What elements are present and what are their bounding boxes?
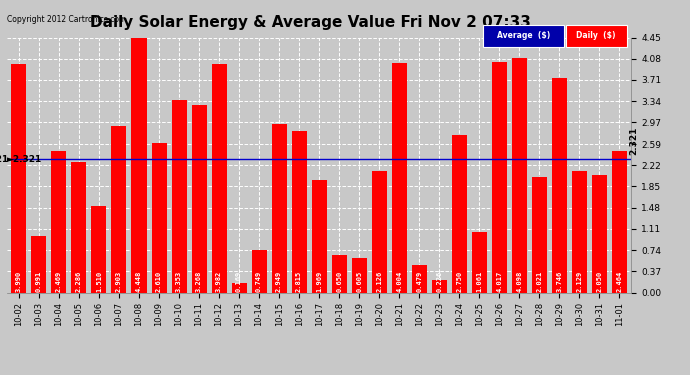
Bar — [112, 126, 126, 292]
Text: 2.021: 2.021 — [536, 271, 542, 292]
Text: 3.746: 3.746 — [556, 271, 562, 292]
Bar — [372, 171, 386, 292]
Text: 0.169: 0.169 — [236, 271, 242, 292]
Bar — [92, 206, 106, 292]
Text: 0.479: 0.479 — [416, 271, 422, 292]
Text: 3.990: 3.990 — [16, 271, 22, 292]
Text: 3.268: 3.268 — [196, 271, 202, 292]
Bar — [492, 62, 506, 292]
Text: 4.004: 4.004 — [396, 271, 402, 292]
Text: 0.991: 0.991 — [36, 271, 42, 292]
Bar — [352, 258, 366, 292]
Bar — [172, 100, 186, 292]
Bar — [272, 123, 286, 292]
Text: 1.061: 1.061 — [476, 271, 482, 292]
Text: ►2.321: ►2.321 — [7, 155, 42, 164]
Bar — [72, 162, 86, 292]
Text: 0.749: 0.749 — [256, 271, 262, 292]
Bar — [12, 64, 26, 292]
Text: 4.448: 4.448 — [136, 271, 142, 292]
Text: 0.226: 0.226 — [436, 271, 442, 292]
Bar — [432, 279, 446, 292]
Text: 0.650: 0.650 — [336, 271, 342, 292]
Text: Copyright 2012 Cartronics.com: Copyright 2012 Cartronics.com — [7, 15, 126, 24]
Text: 2.610: 2.610 — [156, 271, 162, 292]
Text: 2.126: 2.126 — [376, 271, 382, 292]
Text: 2.903: 2.903 — [116, 271, 122, 292]
Bar — [332, 255, 346, 292]
Text: 2.286: 2.286 — [76, 271, 82, 292]
Text: 2.129: 2.129 — [576, 271, 582, 292]
Text: 2.321: 2.321 — [629, 126, 638, 155]
Bar — [52, 151, 66, 292]
Text: 2.750: 2.750 — [456, 271, 462, 292]
Text: Average  ($): Average ($) — [497, 32, 551, 40]
Bar — [552, 78, 566, 292]
Text: 4.098: 4.098 — [516, 271, 522, 292]
Text: 1.510: 1.510 — [96, 271, 102, 292]
Text: 3.982: 3.982 — [216, 271, 222, 292]
Text: 0.605: 0.605 — [356, 271, 362, 292]
Text: 2.949: 2.949 — [276, 271, 282, 292]
Bar — [32, 236, 46, 292]
Bar — [232, 283, 246, 292]
Bar — [212, 64, 226, 292]
Bar — [252, 250, 266, 292]
Text: Daily Solar Energy & Average Value Fri Nov 2 07:33: Daily Solar Energy & Average Value Fri N… — [90, 15, 531, 30]
Bar — [152, 143, 166, 292]
Text: 2.469: 2.469 — [56, 271, 62, 292]
Text: ►2.321: ►2.321 — [0, 155, 9, 164]
Bar — [512, 58, 526, 292]
Bar — [592, 175, 607, 292]
Text: 3.353: 3.353 — [176, 271, 182, 292]
Bar — [312, 180, 326, 292]
Text: Daily  ($): Daily ($) — [576, 32, 616, 40]
Text: 2.464: 2.464 — [616, 271, 622, 292]
Bar — [392, 63, 406, 292]
Bar — [452, 135, 466, 292]
Bar — [532, 177, 546, 292]
Bar — [192, 105, 206, 292]
Text: 2.815: 2.815 — [296, 271, 302, 292]
Text: 2.050: 2.050 — [596, 271, 602, 292]
Bar — [472, 232, 486, 292]
Bar — [132, 38, 146, 292]
Text: 4.017: 4.017 — [496, 271, 502, 292]
Bar — [572, 171, 586, 292]
Text: 1.969: 1.969 — [316, 271, 322, 292]
Bar — [612, 151, 627, 292]
Bar — [412, 265, 426, 292]
Bar — [292, 131, 306, 292]
